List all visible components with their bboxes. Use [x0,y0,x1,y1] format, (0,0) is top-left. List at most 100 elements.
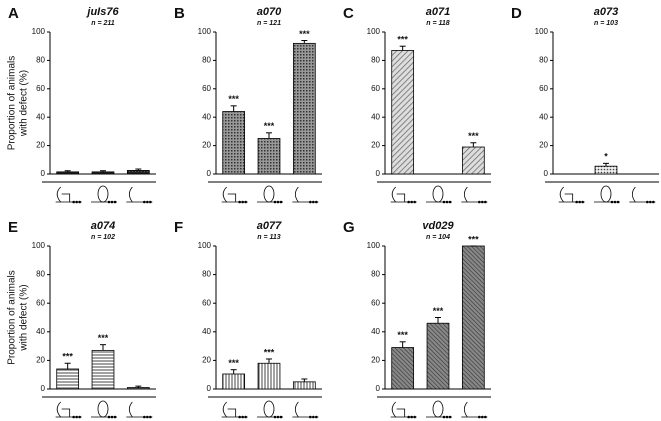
icon-stroke [97,185,109,203]
panel-letter: G [343,219,355,236]
bar [222,111,246,175]
y-tick-label: 40 [202,327,211,336]
y-axis-label: with defect (%) [19,284,30,351]
chart-title: a071 [426,6,450,18]
icon-dot [413,415,416,419]
y-axis-label: Proportion of animals [7,270,18,365]
bar [391,50,415,175]
icon-dot [113,200,117,204]
chart-subtitle: n = 102 [91,234,115,241]
icon-dot [107,200,111,204]
panel-letter: F [174,219,183,236]
category-icon [426,185,452,204]
chart-subtitle: n = 113 [257,234,281,241]
y-tick-label: 60 [36,84,45,93]
icon-stroke [631,186,636,203]
chart-subtitle: n = 103 [594,20,618,27]
icon-dot [276,200,280,204]
icon-dot [273,415,277,419]
significance: *** [397,35,408,45]
category-icon [126,186,153,204]
icon-dot [312,200,315,204]
bar [391,347,415,390]
panel-letter: A [8,5,19,22]
y-tick-label: 20 [371,141,380,150]
icon-dot [241,200,244,204]
icon-dot [75,415,78,419]
chart-subtitle: n = 121 [257,20,281,27]
icon-dot [78,200,81,204]
icon-dot [407,200,410,204]
y-tick-label: 0 [376,384,381,393]
icon-dot [613,200,617,204]
bar [461,146,485,175]
icon-dot [445,415,449,419]
icon-stroke [463,186,468,203]
icon-dot [143,415,146,419]
icon-dot [442,200,446,204]
icon-stroke [56,186,71,203]
icon-dot [238,415,241,419]
icon-stroke [128,401,133,418]
icon-dot [410,415,413,419]
y-tick-label: 40 [36,327,45,336]
bar [461,245,485,390]
category-icon [594,185,620,204]
icon-stroke [391,186,406,203]
icon-dot [110,415,114,419]
panel-letter: B [174,5,185,22]
icon-dot [146,200,149,204]
category-icon [292,401,319,419]
chart-subtitle: n = 211 [91,20,115,27]
bar [426,322,450,390]
icon-stroke [222,186,237,203]
icon-stroke [294,401,299,418]
icon-stroke [263,400,275,418]
y-tick-label: 0 [41,169,46,178]
y-tick-label: 80 [202,56,211,65]
bar [126,170,150,175]
category-icon [390,186,417,204]
category-icon [558,186,585,204]
icon-dot [445,200,449,204]
bar [91,171,115,175]
bar [257,362,281,390]
icon-dot [646,200,649,204]
icon-dot [581,200,584,204]
icon-dot [244,200,247,204]
panel-letter: E [8,219,18,236]
icon-dot [72,200,75,204]
y-tick-label: 40 [202,112,211,121]
icon-stroke [600,185,612,203]
icon-dot [484,415,487,419]
significance: *** [98,333,109,343]
chart-title: vd029 [422,220,454,232]
bar [56,368,80,390]
icon-stroke [559,186,574,203]
bar [56,171,80,175]
bar [594,165,618,175]
chart-title: a077 [257,220,282,232]
icon-dot [448,415,452,419]
icon-dot [315,415,318,419]
significance: *** [397,330,408,340]
icon-dot [478,200,481,204]
icon-dot [143,200,146,204]
icon-dot [309,200,312,204]
icon-dot [410,200,413,204]
bar [126,387,150,390]
category-icon [629,186,656,204]
y-tick-label: 20 [539,141,548,150]
y-tick-label: 0 [376,169,381,178]
chart-subtitle: n = 104 [426,234,450,241]
icon-dot [407,415,410,419]
y-tick-label: 100 [367,27,381,36]
icon-dot [113,415,117,419]
icon-dot [413,200,416,204]
significance: *** [264,121,275,131]
y-tick-label: 60 [36,298,45,307]
category-icon [91,400,117,419]
icon-dot [312,415,315,419]
bar [222,373,246,390]
